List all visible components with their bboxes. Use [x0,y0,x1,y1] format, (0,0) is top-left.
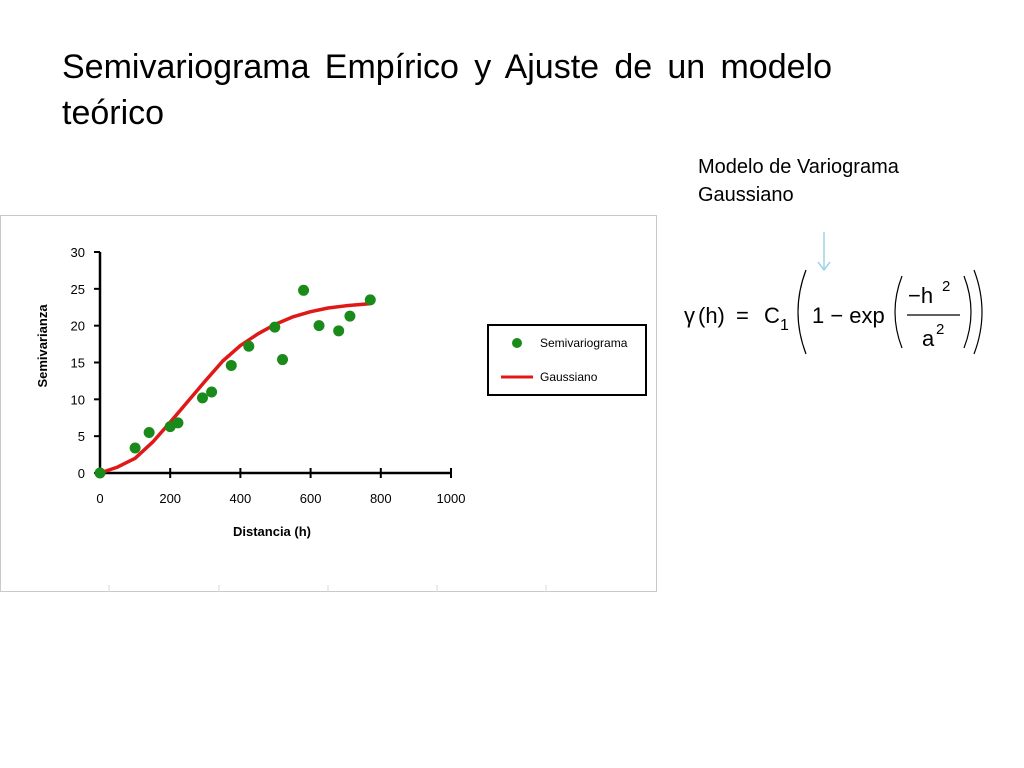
legend-semivariograma-marker [512,338,522,348]
semivariograma-point [277,354,289,366]
formula-h-arg: (h) [698,303,725,328]
semivariograma-point [94,467,106,479]
semivariograma-point [129,442,141,454]
semivariograma-point [269,321,281,333]
gaussiano-curve [99,301,371,475]
semivariogram-chart: 0 200 400 600 800 1000 0 5 10 15 20 25 30 Distancia … [0,215,657,592]
semivariograma-point [364,294,376,306]
semivariograma-point [313,320,325,332]
model-label: Modelo de Variograma Gaussiano [698,153,899,209]
semivariograma-point [225,359,237,371]
gaussian-formula: γ (h) = C 1 1 − exp −h 2 a 2 [684,269,983,355]
semivariograma-point [206,386,218,398]
x-tick-label: 0 [96,491,103,506]
y-tick-label: 20 [71,319,85,334]
legend-box [487,324,647,396]
semivariograma-point [196,392,208,404]
y-tick-label: 5 [78,429,85,444]
chart-background [0,215,657,592]
formula-gamma: γ [684,303,695,328]
down-arrow-icon [817,232,831,272]
semivariograma-point [298,284,310,296]
model-label-line-1: Modelo de Variograma [698,156,899,178]
x-tick-label: 600 [300,491,322,506]
y-tick-label: 10 [71,392,85,407]
model-label-line-2: Gaussiano [698,184,794,206]
legend-gaussiano-label: Gaussiano [540,370,598,384]
formula-numerator-exponent: 2 [942,278,950,295]
semivariograma-point [172,417,184,429]
formula-denominator: a [922,326,935,351]
legend-semivariograma-label: Semivariograma [540,336,628,350]
y-axis-label: Semivarianza [35,304,50,388]
y-tick-label: 25 [71,282,85,297]
semivariograma-point [243,340,255,352]
x-tick-label: 800 [370,491,392,506]
formula-numerator: −h [908,283,933,308]
semivariograma-point [143,426,155,438]
formula-equals: = [736,303,749,328]
semivariograma-point [344,310,356,322]
y-tick-label: 15 [71,356,85,371]
y-tick-label: 0 [78,466,85,481]
y-tick-label: 30 [71,245,85,260]
x-tick-label: 1000 [437,491,466,506]
formula-c-subscript: 1 [780,317,789,334]
x-tick-label: 200 [159,491,181,506]
formula-denominator-exponent: 2 [936,321,944,338]
semivariograma-point [333,325,345,337]
chart-legend: Semivariograma Gaussiano [487,324,647,396]
formula-one-minus-exp: 1 − exp [812,303,885,328]
slide-title: Semivariograma Empírico y Ajuste de un m… [62,48,832,132]
x-axis-label: Distancia (h) [233,524,311,539]
x-tick-label: 400 [230,491,252,506]
formula-c: C [764,303,780,328]
